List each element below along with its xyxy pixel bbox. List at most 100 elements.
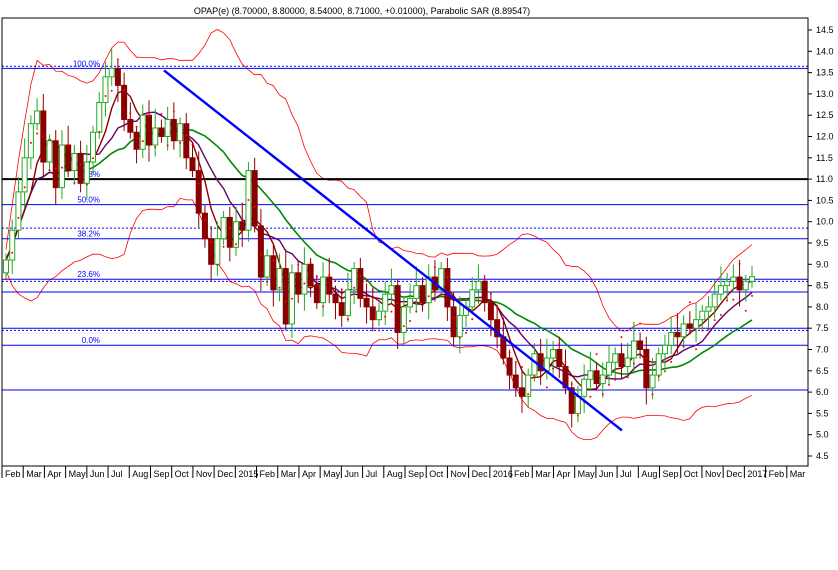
candle-body (177, 123, 184, 142)
candle-body (3, 259, 9, 274)
sar-dot (719, 313, 722, 316)
candle-body (152, 127, 159, 146)
sar-dot (36, 132, 39, 135)
sar-dot (154, 146, 157, 149)
sar-dot (533, 375, 536, 378)
x-tick-label: Mar (535, 469, 551, 479)
fib-label: 23.6% (77, 270, 100, 279)
candle-body (693, 319, 700, 329)
candle-body (282, 268, 289, 325)
x-tick-label: Sep (153, 469, 169, 479)
sar-dot (197, 182, 200, 185)
x-tick-label: Apr (47, 469, 61, 479)
sar-dot (489, 292, 492, 295)
candle-body (568, 387, 575, 414)
candle-body (475, 280, 482, 291)
sar-dot (29, 141, 32, 144)
sar-dot (235, 243, 238, 246)
candle-body (630, 340, 637, 359)
candle-body (413, 285, 420, 299)
candle-body (58, 144, 65, 189)
y-tick-label: 5.5 (816, 408, 829, 418)
sar-dot (527, 393, 530, 396)
x-tick-label: Mar (790, 469, 806, 479)
candle-body (674, 331, 681, 338)
sar-dot (483, 279, 486, 282)
sar-dot (60, 166, 63, 169)
sar-dot (303, 282, 306, 285)
candle-body (83, 161, 90, 184)
candle-body (208, 238, 215, 265)
candle-body (363, 297, 370, 308)
sar-dot (688, 301, 691, 304)
candle-body (481, 280, 488, 304)
sar-dot (601, 393, 604, 396)
x-tick-label: Jun (599, 469, 614, 479)
candle-body (512, 374, 519, 389)
sar-dot (147, 114, 150, 117)
candle-body (102, 76, 109, 103)
sar-dot (639, 322, 642, 325)
candle-body (581, 378, 588, 397)
y-tick-label: 10.0 (816, 217, 834, 227)
x-tick-label: Jul (620, 469, 632, 479)
x-tick-label: Jul (366, 469, 378, 479)
sar-dot (738, 262, 741, 265)
sar-dot (266, 280, 269, 283)
sar-dot (384, 315, 387, 318)
y-tick-label: 14.5 (816, 25, 834, 35)
candle-body (351, 268, 358, 291)
y-tick-label: 4.5 (816, 451, 829, 461)
candle-body (724, 280, 731, 287)
candle-body (382, 293, 389, 312)
sar-dot (92, 157, 95, 160)
sar-dot (402, 325, 405, 328)
sar-dot (440, 293, 443, 296)
candle-body (699, 310, 706, 321)
candle-body (643, 349, 650, 389)
x-tick-label: Oct (175, 469, 190, 479)
candle-body (21, 157, 28, 193)
candle-body (525, 374, 532, 397)
sar-dot (657, 375, 660, 378)
sar-dot (353, 286, 356, 289)
sar-dot (539, 343, 542, 346)
sar-dot (290, 297, 293, 300)
candle-body (742, 280, 749, 291)
sar-dot (123, 89, 126, 92)
x-tick-label: Feb (514, 469, 530, 479)
sar-dot (278, 286, 281, 289)
x-tick-label: May (578, 469, 596, 479)
sar-dot (433, 266, 436, 269)
x-tick-label: Oct (684, 469, 699, 479)
bollinger-lower (5, 197, 753, 440)
candle-body (438, 268, 445, 291)
x-tick-label: Aug (641, 469, 657, 479)
x-tick-label: Nov (196, 469, 213, 479)
candle-body (257, 225, 264, 278)
candle-body (46, 140, 53, 163)
x-tick-label: Dec (472, 469, 489, 479)
candle-body (711, 293, 718, 308)
sar-dot (309, 262, 312, 265)
candle-body (121, 84, 128, 120)
sar-dot (85, 183, 88, 186)
candle-body (127, 118, 134, 133)
candle-body (649, 374, 656, 389)
sar-dot (328, 273, 331, 276)
candle-body (145, 114, 152, 146)
candle-body (264, 255, 271, 278)
sar-dot (203, 218, 206, 221)
candle-body (307, 263, 314, 287)
candle-body (749, 276, 755, 282)
candle-body (562, 366, 569, 389)
sar-dot (11, 251, 14, 254)
candle-body (344, 289, 351, 316)
candle-body (655, 353, 662, 376)
sar-dot (365, 279, 368, 282)
candle-body (276, 268, 283, 291)
sar-dot (452, 316, 455, 319)
candle-body (537, 353, 544, 372)
candle-body (574, 395, 581, 414)
sar-dot (608, 383, 611, 386)
